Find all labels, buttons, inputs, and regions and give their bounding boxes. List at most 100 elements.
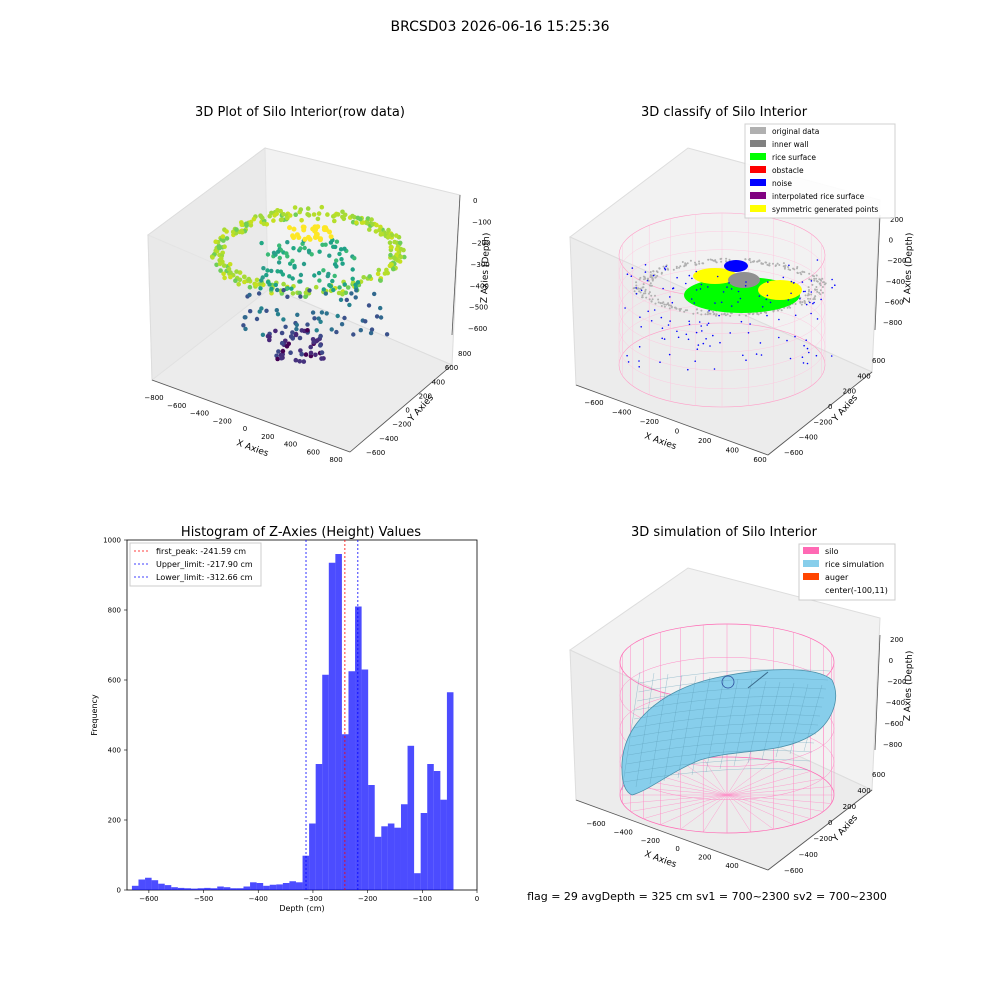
- raw-point: [293, 357, 299, 363]
- raw-point: [317, 249, 322, 254]
- histogram-x-ticks: −600 −500 −400 −300 −200 −100 0: [139, 890, 479, 903]
- classify-point: [787, 268, 790, 271]
- rice-simulation-surface: [621, 669, 836, 796]
- classify-point: [712, 310, 715, 313]
- raw-point: [392, 239, 398, 245]
- y-tick-label: 1000: [103, 537, 121, 545]
- legend-swatch: [750, 205, 766, 212]
- classify-point: [715, 314, 717, 317]
- raw-point: [276, 349, 281, 354]
- classify-point: [642, 283, 645, 286]
- classify-point: [662, 301, 665, 304]
- raw-point: [327, 229, 332, 235]
- classify-point: [815, 286, 818, 288]
- silo-spoke: [726, 794, 751, 833]
- histogram-bar: [407, 745, 415, 890]
- raw-point: [378, 315, 384, 320]
- raw-point: [387, 240, 393, 245]
- raw-point: [293, 331, 299, 337]
- classify-point: [812, 298, 815, 301]
- legend-swatch: [750, 127, 766, 134]
- raw-point: [298, 279, 303, 284]
- noise-point: [812, 302, 814, 305]
- raw-axes-box: [147, 147, 461, 453]
- histogram-bar: [190, 888, 198, 890]
- noise-point: [676, 276, 678, 279]
- noise-point: [653, 309, 656, 311]
- noise-point: [700, 325, 702, 327]
- noise-point: [669, 296, 671, 298]
- noise-point: [644, 264, 647, 266]
- noise-point: [718, 314, 720, 317]
- legend-swatch: [750, 140, 766, 147]
- raw-point: [248, 219, 254, 225]
- raw-point: [298, 207, 304, 212]
- classify-point: [657, 301, 660, 304]
- y-tick-label: 600: [108, 677, 121, 685]
- classify-point: [777, 309, 779, 312]
- noise-point: [810, 280, 813, 282]
- raw-point: [340, 214, 345, 220]
- raw-point: [234, 227, 239, 232]
- raw-point: [271, 250, 277, 255]
- classify-point: [813, 298, 816, 301]
- silo-spoke: [726, 760, 774, 796]
- simulation-y-tick: 0: [828, 819, 832, 827]
- classify-point: [663, 303, 666, 306]
- classify-point: [642, 286, 645, 289]
- noise-point: [802, 290, 805, 293]
- classify-point: [660, 305, 663, 307]
- raw-point: [285, 254, 290, 259]
- classify-point: [813, 277, 816, 280]
- raw-point: [338, 247, 344, 252]
- silo-spoke: [726, 794, 824, 812]
- classify-panel-title: 3D classify of Silo Interior: [641, 105, 808, 120]
- raw-point: [335, 313, 340, 319]
- classify-point: [639, 291, 642, 294]
- noise-point: [758, 295, 761, 297]
- classify-point: [813, 296, 816, 299]
- simulation-z-tick: 0: [889, 657, 893, 665]
- raw-point: [339, 322, 345, 327]
- raw-z-tick: −600: [468, 325, 487, 333]
- classify-point: [815, 288, 818, 291]
- simulation-z-tick: 200: [890, 636, 903, 644]
- noise-point: [794, 314, 797, 317]
- raw-point: [377, 227, 382, 233]
- raw-point: [285, 294, 290, 299]
- raw-point: [378, 305, 383, 311]
- noise-point: [749, 323, 751, 325]
- noise-point: [707, 322, 710, 325]
- raw-point: [276, 260, 282, 265]
- noise-point: [778, 318, 780, 321]
- classify-point: [804, 302, 807, 305]
- raw-point: [213, 239, 218, 244]
- simulation-z-tick: −200: [887, 678, 906, 686]
- classify-point: [649, 284, 652, 287]
- noise-point: [638, 346, 641, 348]
- classify-point: [702, 262, 705, 265]
- classify-point: [808, 278, 811, 281]
- classify-point: [764, 311, 767, 314]
- raw-point: [280, 272, 286, 277]
- classify-point: [644, 277, 647, 280]
- classify-point: [694, 263, 697, 266]
- classify-y-tick: −600: [784, 449, 803, 457]
- y-tick-label: 0: [117, 887, 121, 895]
- classify-z-tick: −600: [884, 298, 903, 306]
- noise-point: [799, 298, 801, 300]
- raw-z-tick: −400: [470, 282, 489, 290]
- raw-point: [370, 222, 376, 227]
- classify-point: [724, 314, 727, 317]
- raw-point: [285, 215, 290, 221]
- classify-point: [801, 270, 804, 273]
- noise-point: [831, 278, 833, 281]
- noise-point: [728, 282, 730, 284]
- simulation-y-tick: 600: [872, 771, 885, 779]
- raw-point: [261, 221, 267, 227]
- noise-point: [635, 287, 637, 289]
- symmetric-points-region: [693, 268, 737, 284]
- histogram-bar: [368, 785, 375, 890]
- classify-z-tick: −400: [886, 278, 905, 286]
- raw-point: [384, 267, 389, 273]
